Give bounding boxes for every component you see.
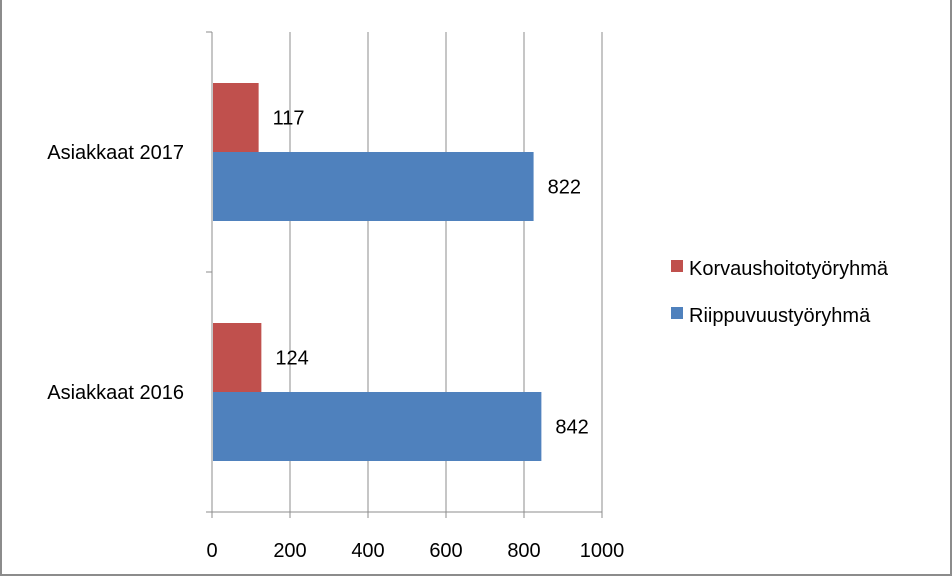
legend-label: Riippuvuustyöryhmä	[689, 305, 871, 327]
axes: 0 200 400 600 800 1000	[206, 31, 625, 562]
bar	[213, 152, 534, 221]
labels: 117 822 Asiakkaat 2017 124 842 Asiakkaat 2016	[47, 108, 589, 439]
x-tick-label: 0	[206, 540, 217, 562]
x-tick-label: 400	[351, 540, 384, 562]
data-label: 124	[275, 348, 308, 370]
x-tick-label: 1000	[580, 540, 625, 562]
legend-label: Korvaushoitotyöryhmä	[689, 258, 889, 280]
legend-swatch	[671, 260, 683, 272]
legend: Korvaushoitotyöryhmä Riippuvuustyöryhmä	[671, 258, 889, 327]
data-label: 117	[273, 108, 305, 130]
x-tick-label: 200	[273, 540, 306, 562]
category-label: Asiakkaat 2016	[47, 382, 184, 404]
x-tick-label: 800	[507, 540, 540, 562]
bar	[213, 392, 542, 461]
bars	[213, 83, 542, 461]
data-label: 822	[548, 177, 581, 199]
legend-swatch	[671, 307, 683, 319]
category-label: Asiakkaat 2017	[47, 142, 184, 164]
x-tick-label: 600	[429, 540, 462, 562]
data-label: 842	[555, 417, 588, 439]
bar	[213, 83, 259, 152]
bar	[213, 323, 262, 392]
